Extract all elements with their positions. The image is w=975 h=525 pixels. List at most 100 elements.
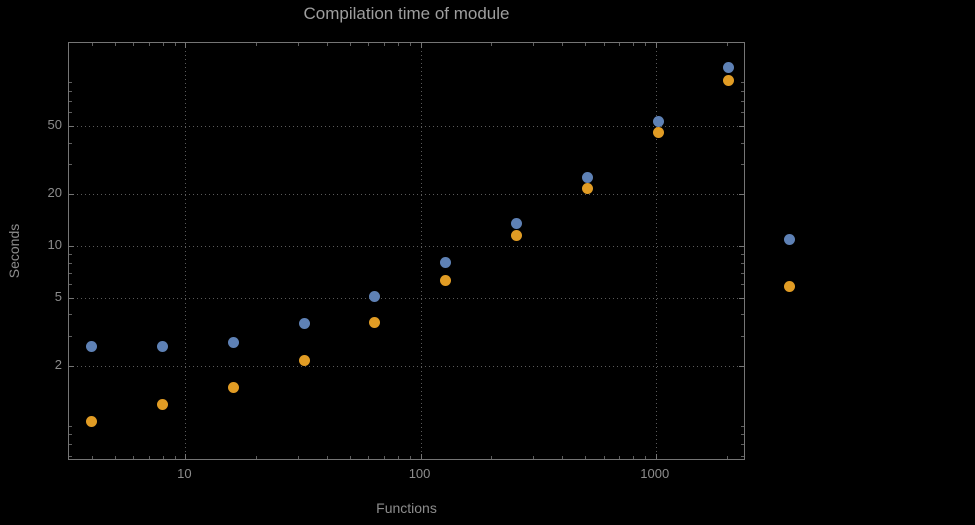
grid-line-vertical <box>185 43 187 459</box>
y-minor-tick <box>741 366 744 368</box>
x-minor-tick <box>491 43 493 46</box>
x-tick-label: 100 <box>408 466 431 481</box>
x-minor-tick <box>256 456 258 459</box>
x-major-tick <box>420 43 422 48</box>
x-major-tick <box>420 454 422 459</box>
x-major-tick <box>185 454 187 459</box>
x-minor-tick <box>368 43 370 46</box>
y-tick-label: 2 <box>54 357 62 373</box>
legend-marker-orange-series <box>784 281 795 292</box>
grid-line-horizontal <box>69 245 744 247</box>
y-minor-tick <box>741 455 744 457</box>
y-minor-tick <box>741 194 744 196</box>
y-minor-tick <box>741 112 744 114</box>
x-minor-tick <box>162 43 164 46</box>
x-minor-tick <box>326 43 328 46</box>
x-minor-tick <box>326 456 328 459</box>
y-minor-tick <box>69 272 72 274</box>
data-point-blue-series <box>723 61 735 73</box>
data-point-orange-series <box>298 355 310 367</box>
y-major-tick <box>739 245 744 247</box>
x-major-tick <box>655 43 657 48</box>
data-point-orange-series <box>157 398 169 410</box>
x-minor-tick <box>584 456 586 459</box>
x-minor-tick <box>619 43 621 46</box>
y-minor-tick <box>741 164 744 166</box>
x-minor-tick <box>562 43 564 46</box>
x-minor-tick <box>114 456 116 459</box>
x-minor-tick <box>162 456 164 459</box>
x-minor-tick <box>632 456 634 459</box>
data-point-blue-series <box>227 336 239 348</box>
y-minor-tick <box>741 272 744 274</box>
y-minor-tick <box>69 297 72 299</box>
legend <box>784 234 796 294</box>
x-minor-tick <box>384 456 386 459</box>
y-minor-tick <box>741 434 744 436</box>
grid-line-horizontal <box>69 366 744 368</box>
y-minor-tick <box>69 164 72 166</box>
data-point-blue-series <box>298 317 310 329</box>
x-minor-tick <box>256 43 258 46</box>
y-minor-tick <box>69 366 72 368</box>
x-minor-tick <box>644 456 646 459</box>
grid-line-vertical <box>655 43 657 459</box>
x-minor-tick <box>409 456 411 459</box>
x-minor-tick <box>91 456 93 459</box>
data-point-orange-series <box>440 274 452 286</box>
y-tick-label: 10 <box>47 236 62 252</box>
x-major-tick <box>655 454 657 459</box>
y-minor-tick <box>69 444 72 446</box>
y-minor-tick <box>69 253 72 255</box>
x-minor-tick <box>532 43 534 46</box>
x-minor-tick <box>619 456 621 459</box>
y-minor-tick <box>69 335 72 337</box>
y-minor-tick <box>741 297 744 299</box>
y-minor-tick <box>69 425 72 427</box>
y-minor-tick <box>741 125 744 127</box>
y-minor-tick <box>69 90 72 92</box>
y-minor-tick <box>69 112 72 114</box>
x-minor-tick <box>148 43 150 46</box>
x-minor-tick <box>532 456 534 459</box>
data-point-blue-series <box>511 218 523 230</box>
y-minor-tick <box>741 284 744 286</box>
y-minor-tick <box>741 444 744 446</box>
grid-line-horizontal <box>69 194 744 196</box>
data-point-blue-series <box>157 340 169 352</box>
y-minor-tick <box>741 425 744 427</box>
grid-line-horizontal <box>69 125 744 127</box>
x-minor-tick <box>349 43 351 46</box>
y-minor-tick <box>69 82 72 84</box>
data-point-blue-series <box>581 172 593 184</box>
x-minor-tick <box>562 456 564 459</box>
chart-title: Compilation time of module <box>303 4 510 23</box>
x-minor-tick <box>603 43 605 46</box>
x-minor-tick <box>632 43 634 46</box>
y-minor-tick <box>741 82 744 84</box>
x-minor-tick <box>133 43 135 46</box>
y-major-tick <box>69 245 74 247</box>
x-minor-tick <box>397 43 399 46</box>
data-point-orange-series <box>581 183 593 195</box>
y-minor-tick <box>69 262 72 264</box>
x-minor-tick <box>491 456 493 459</box>
x-minor-tick <box>114 43 116 46</box>
x-minor-tick <box>409 43 411 46</box>
x-minor-tick <box>297 43 299 46</box>
y-minor-tick <box>741 314 744 316</box>
y-minor-tick <box>69 100 72 102</box>
y-minor-tick <box>69 314 72 316</box>
x-minor-tick <box>644 43 646 46</box>
data-point-orange-series <box>511 230 523 242</box>
y-minor-tick <box>741 100 744 102</box>
x-minor-tick <box>133 456 135 459</box>
x-minor-tick <box>397 456 399 459</box>
y-minor-tick <box>741 90 744 92</box>
data-point-orange-series <box>652 126 664 138</box>
y-tick-label: 50 <box>47 116 62 132</box>
x-minor-tick <box>368 456 370 459</box>
data-point-orange-series <box>723 74 735 86</box>
x-tick-label: 1000 <box>640 466 670 481</box>
